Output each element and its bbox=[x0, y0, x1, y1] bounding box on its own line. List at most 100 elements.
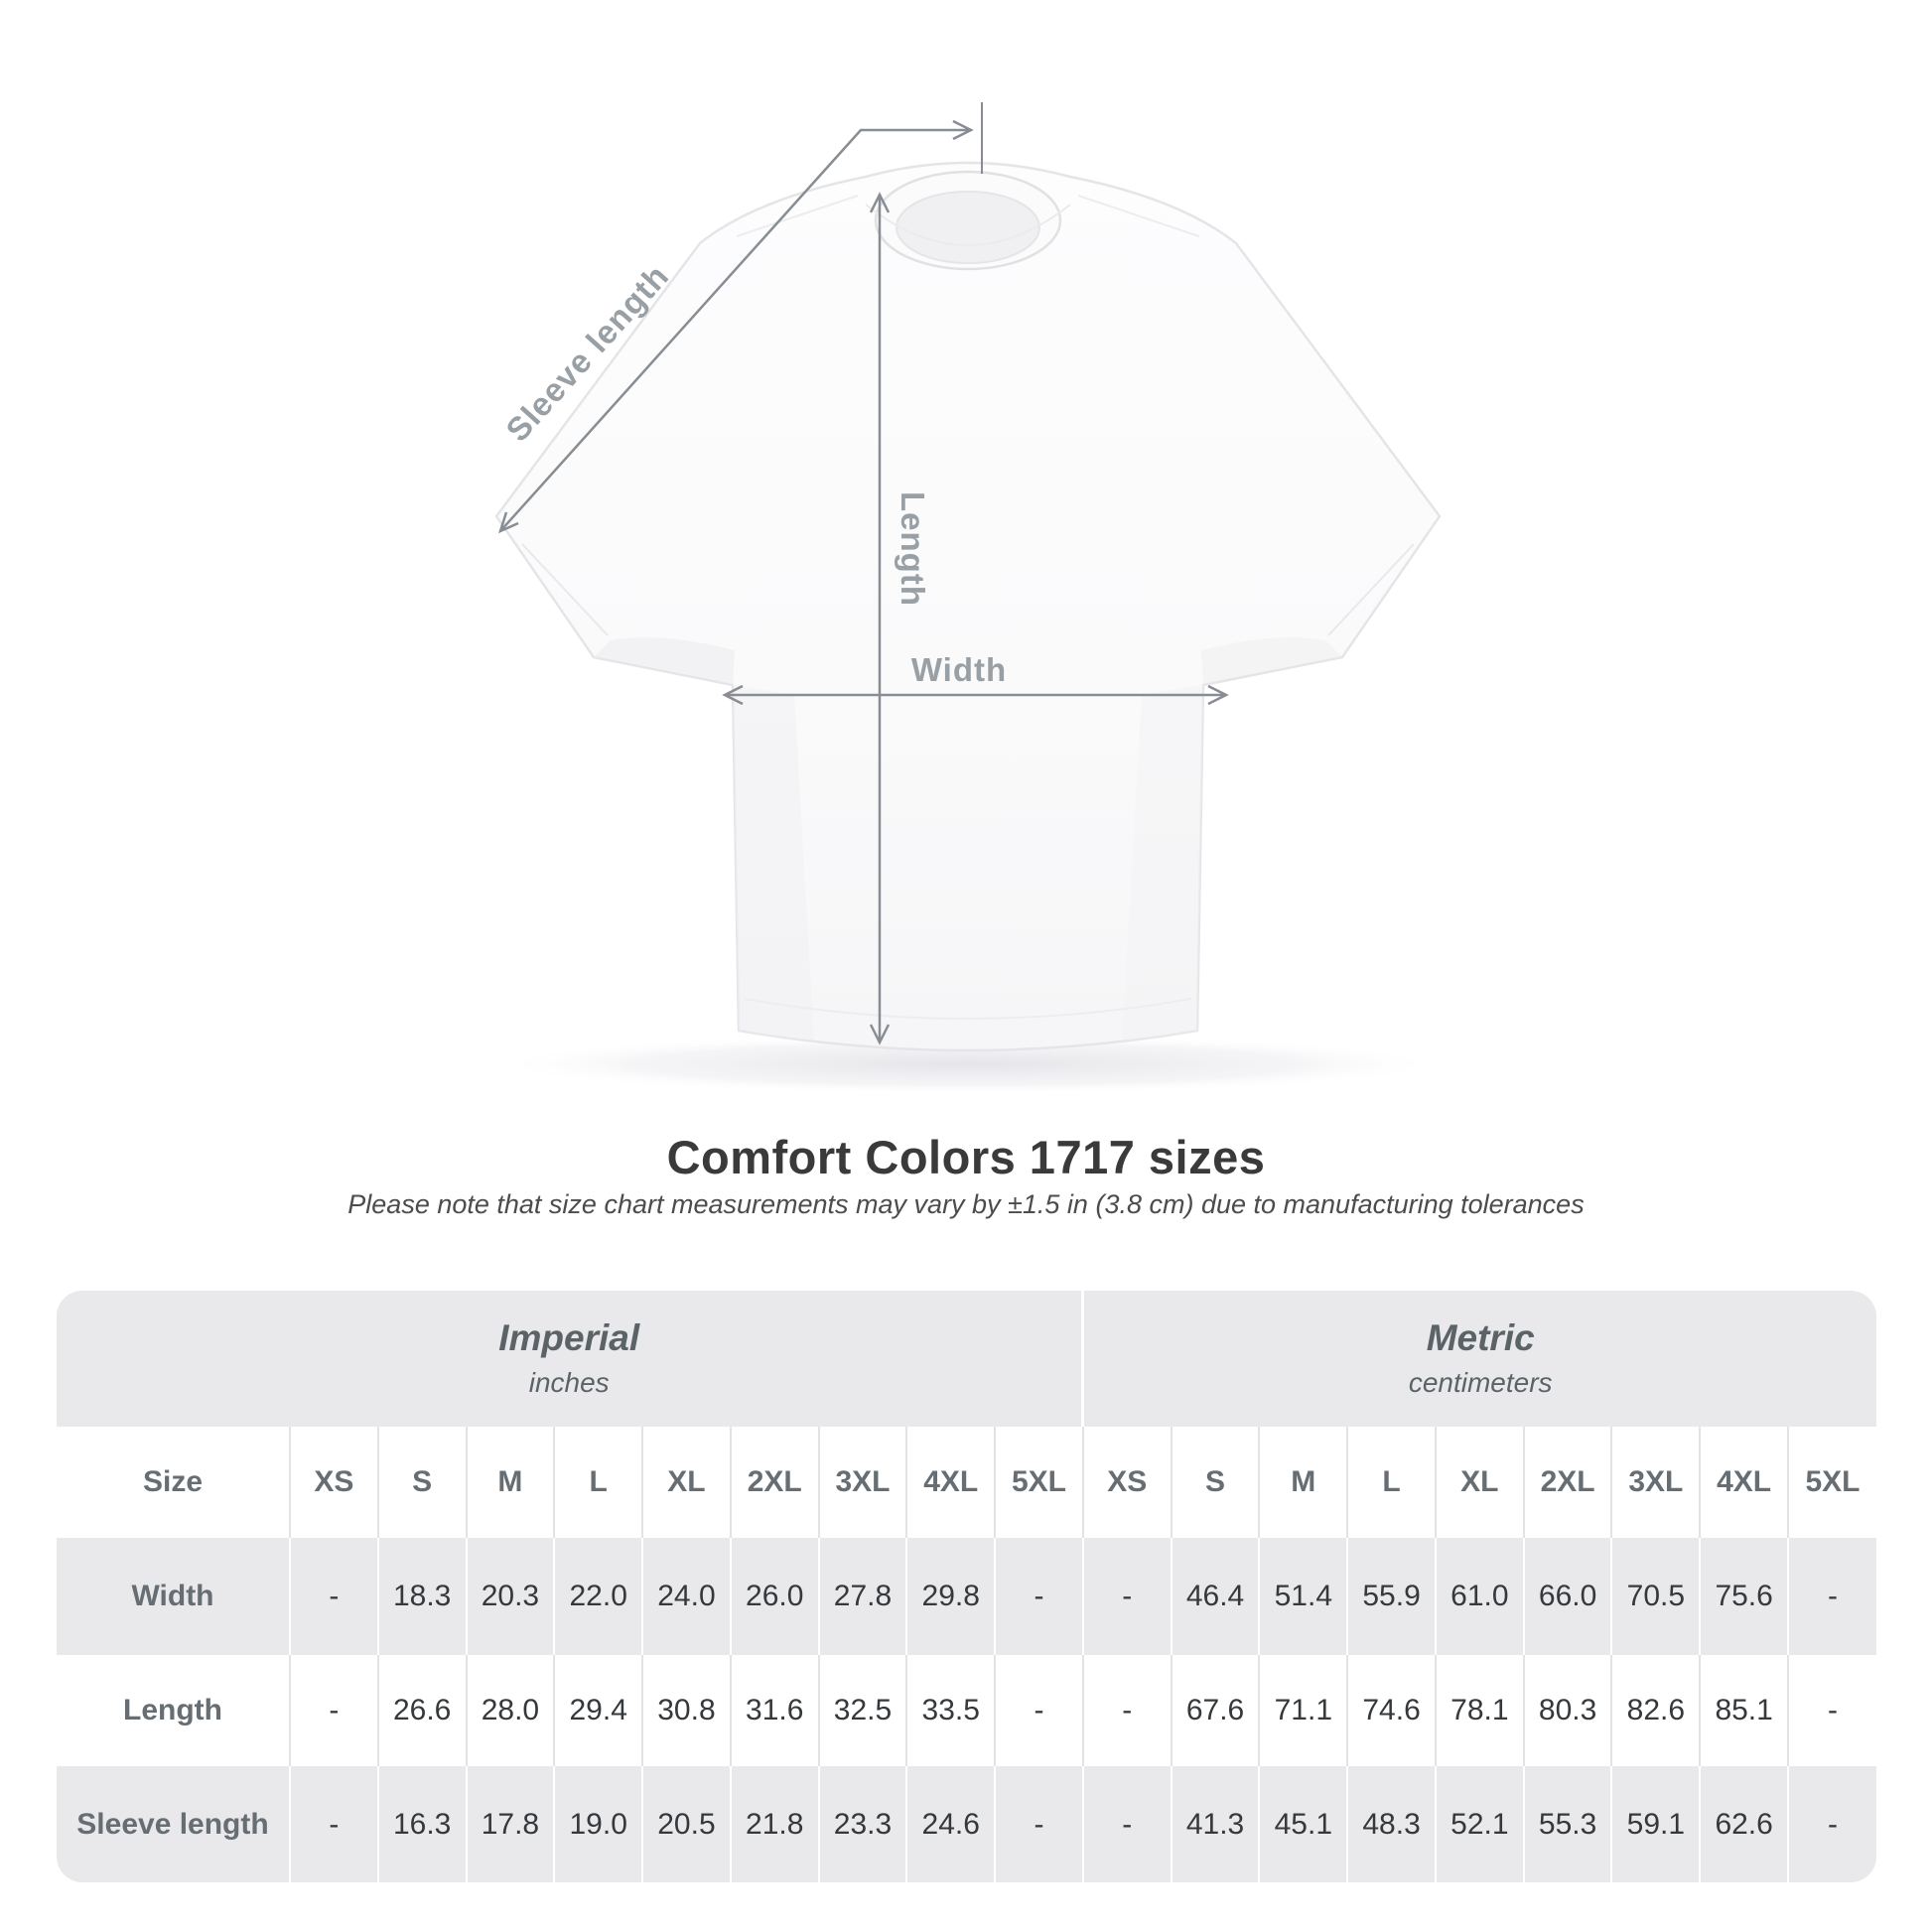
measurement-cell: 82.6 bbox=[1610, 1655, 1701, 1766]
measurement-cell: - bbox=[1081, 1538, 1172, 1655]
measurement-cell: 75.6 bbox=[1699, 1538, 1789, 1655]
measurement-cell: 29.4 bbox=[553, 1655, 643, 1766]
measurement-cell: 80.3 bbox=[1522, 1655, 1612, 1766]
measurement-cell: 29.8 bbox=[905, 1538, 996, 1655]
collar-inner-back bbox=[896, 191, 1040, 264]
size-col-header-metric: 5XL bbox=[1787, 1427, 1876, 1538]
measurement-cell: 23.3 bbox=[817, 1766, 907, 1882]
measurement-cell: - bbox=[1081, 1766, 1172, 1882]
measurement-cell: 26.0 bbox=[729, 1538, 819, 1655]
size-header-row: Size XS S M L XL 2XL 3XL 4XL 5XL XS S M L XL 2XL 3XL 4XL… bbox=[57, 1427, 1876, 1538]
length-label: Length bbox=[895, 491, 931, 607]
measurement-cell: 16.3 bbox=[376, 1766, 467, 1882]
cuff-seam-left bbox=[521, 543, 609, 636]
imperial-group-label: Imperial bbox=[498, 1317, 640, 1359]
measurement-cell: 51.4 bbox=[1258, 1538, 1348, 1655]
shirt-ground-shadow bbox=[491, 1035, 1445, 1094]
size-col-header-imperial: 4XL bbox=[905, 1427, 996, 1538]
measurement-cell: 45.1 bbox=[1258, 1766, 1348, 1882]
measurement-cell: - bbox=[289, 1655, 378, 1766]
measurement-cell: 46.4 bbox=[1170, 1538, 1260, 1655]
measurement-cell: 48.3 bbox=[1346, 1766, 1436, 1882]
measurement-cell: 31.6 bbox=[729, 1655, 819, 1766]
size-col-header-imperial: M bbox=[465, 1427, 555, 1538]
measurement-cell: 27.8 bbox=[817, 1538, 907, 1655]
measurement-cell: - bbox=[1787, 1766, 1876, 1882]
measurement-cell: 24.6 bbox=[905, 1766, 996, 1882]
table-row: Width -18.3 20.3 22.0 24.0 26.0 27.8 29.8- -46.4… bbox=[57, 1538, 1876, 1655]
tolerance-note: Please note that size chart measurements… bbox=[347, 1189, 1585, 1219]
measurement-cell: 28.0 bbox=[465, 1655, 555, 1766]
unit-group-row: Imperial inches Metric centimeters bbox=[57, 1291, 1876, 1427]
measurement-cell: 41.3 bbox=[1170, 1766, 1260, 1882]
measurement-cell: 78.1 bbox=[1434, 1655, 1524, 1766]
size-col-header-imperial: XL bbox=[641, 1427, 731, 1538]
size-col-header-metric: XL bbox=[1434, 1427, 1524, 1538]
measurement-cell: 20.3 bbox=[465, 1538, 555, 1655]
size-col-header-imperial: S bbox=[376, 1427, 467, 1538]
size-col-header-imperial: 3XL bbox=[817, 1427, 907, 1538]
row-label: Sleeve length bbox=[76, 1807, 269, 1841]
measurement-cell: 30.8 bbox=[641, 1655, 731, 1766]
measurement-cell: 67.6 bbox=[1170, 1655, 1260, 1766]
measurement-cell: 24.0 bbox=[641, 1538, 731, 1655]
size-col-header-imperial: 5XL bbox=[994, 1427, 1083, 1538]
measurement-cell: 71.1 bbox=[1258, 1655, 1348, 1766]
size-col-header-metric: 3XL bbox=[1610, 1427, 1701, 1538]
measurement-cell: 70.5 bbox=[1610, 1538, 1701, 1655]
measurement-cell: 19.0 bbox=[553, 1766, 643, 1882]
row-label: Width bbox=[131, 1580, 214, 1612]
measurement-cell: 26.6 bbox=[376, 1655, 467, 1766]
metric-group-label: Metric bbox=[1426, 1317, 1535, 1359]
size-col-header-metric: M bbox=[1258, 1427, 1348, 1538]
measurement-cell: - bbox=[994, 1766, 1083, 1882]
size-col-header-metric: L bbox=[1346, 1427, 1436, 1538]
measurement-cell: - bbox=[994, 1538, 1083, 1655]
size-col-header-metric: 2XL bbox=[1522, 1427, 1612, 1538]
size-col-header-imperial: L bbox=[553, 1427, 643, 1538]
metric-group-sublabel: centimeters bbox=[1408, 1366, 1553, 1398]
width-label: Width bbox=[911, 651, 1007, 688]
size-chart-table: Imperial inches Metric centimeters Size … bbox=[57, 1291, 1876, 1882]
measurement-cell: - bbox=[1081, 1655, 1172, 1766]
measurement-cell: 55.3 bbox=[1522, 1766, 1612, 1882]
size-col-header-imperial: 2XL bbox=[729, 1427, 819, 1538]
measurement-cell: - bbox=[1787, 1655, 1876, 1766]
row-label: Length bbox=[123, 1694, 222, 1726]
table-row: Sleeve length -16.3 17.8 19.0 20.5 21.8 23.3 24… bbox=[57, 1766, 1876, 1882]
table-row: Length -26.6 28.0 29.4 30.8 31.6 32.5 33.5- -67.… bbox=[57, 1655, 1876, 1766]
measurement-cell: - bbox=[994, 1655, 1083, 1766]
size-col-header-metric: S bbox=[1170, 1427, 1260, 1538]
size-col-header-metric: 4XL bbox=[1699, 1427, 1789, 1538]
measurement-cell: 55.9 bbox=[1346, 1538, 1436, 1655]
measurement-cell: - bbox=[289, 1766, 378, 1882]
shoulder-seam-right bbox=[1077, 195, 1200, 237]
size-col-header-imperial: XS bbox=[289, 1427, 378, 1538]
measurement-cell: - bbox=[1787, 1538, 1876, 1655]
tshirt-image bbox=[494, 161, 1442, 1052]
sleeve-length-arrow-line bbox=[499, 128, 971, 532]
measurement-cell: 32.5 bbox=[817, 1655, 907, 1766]
measurement-cell: 52.1 bbox=[1434, 1766, 1524, 1882]
measurement-cell: 33.5 bbox=[905, 1655, 996, 1766]
measurement-rows: Width -18.3 20.3 22.0 24.0 26.0 27.8 29.8- -46.4… bbox=[57, 1538, 1876, 1882]
imperial-group-sublabel: inches bbox=[528, 1366, 610, 1398]
measurement-cell: 85.1 bbox=[1699, 1655, 1789, 1766]
measurement-cell: - bbox=[289, 1538, 378, 1655]
hem-seam bbox=[744, 998, 1192, 1020]
measurement-cell: 17.8 bbox=[465, 1766, 555, 1882]
measurement-cell: 62.6 bbox=[1699, 1766, 1789, 1882]
size-col-header-metric: XS bbox=[1081, 1427, 1172, 1538]
metric-group-header: Metric centimeters bbox=[1081, 1291, 1876, 1427]
cuff-seam-right bbox=[1327, 543, 1415, 636]
page-title: Comfort Colors 1717 sizes bbox=[666, 1131, 1266, 1183]
measurement-cell: 61.0 bbox=[1434, 1538, 1524, 1655]
measurement-cell: 74.6 bbox=[1346, 1655, 1436, 1766]
measurement-cell: 20.5 bbox=[641, 1766, 731, 1882]
measurement-cell: 21.8 bbox=[729, 1766, 819, 1882]
imperial-group-header: Imperial inches bbox=[57, 1291, 1083, 1427]
measurement-cell: 59.1 bbox=[1610, 1766, 1701, 1882]
size-table: Imperial inches Metric centimeters Size … bbox=[57, 1291, 1876, 1882]
measurement-cell: 66.0 bbox=[1522, 1538, 1612, 1655]
size-column-header: Size bbox=[57, 1427, 290, 1538]
